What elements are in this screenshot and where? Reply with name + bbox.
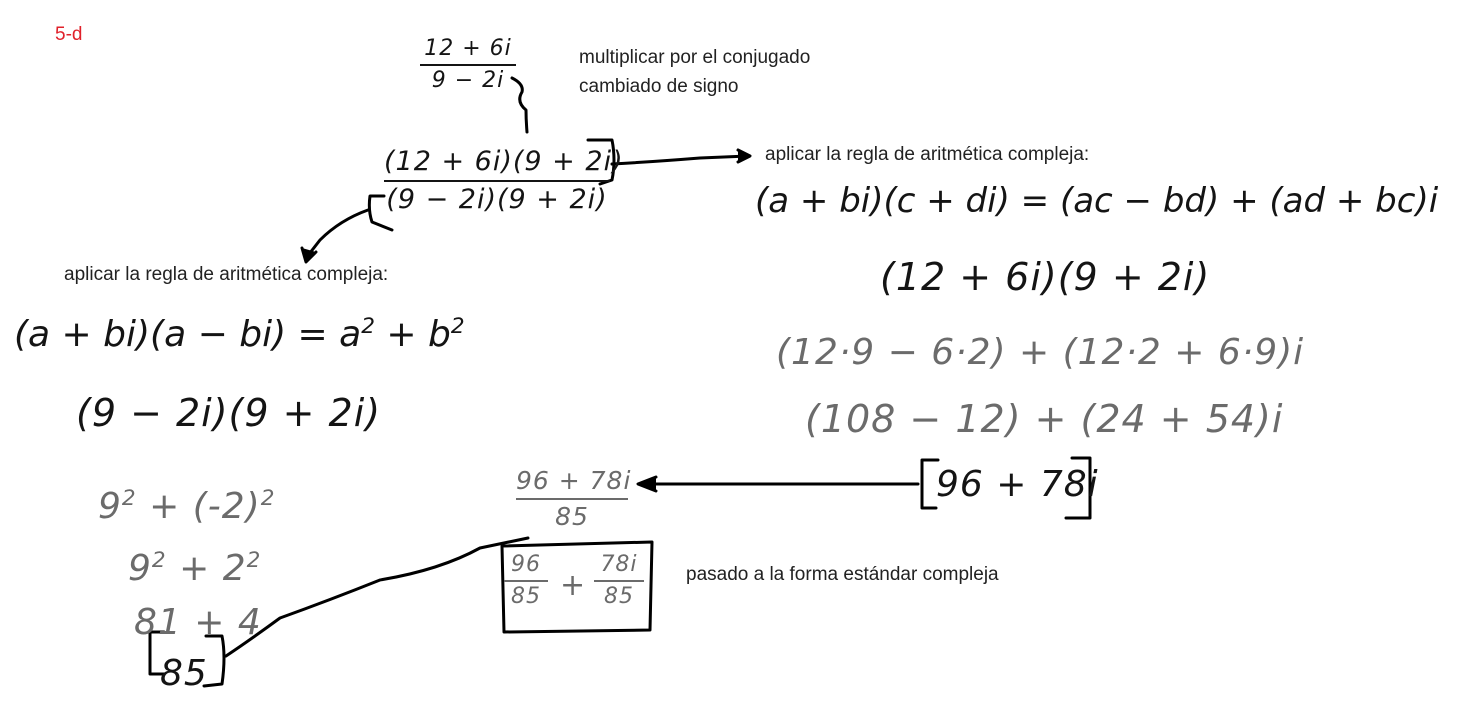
fraction-bar — [420, 64, 516, 66]
curve-arrow-down — [510, 76, 529, 134]
arrow-85-to-result — [224, 536, 530, 658]
result-fraction: 96 + 78i 85 — [516, 466, 632, 532]
standard-plus: + — [560, 568, 587, 603]
step-right-4: 96 + 78i — [936, 464, 1099, 505]
step-right-3: (108 − 12) + (24 + 54)i — [805, 397, 1284, 441]
step-left-2: 92 + (-2)2 — [98, 474, 275, 532]
bracket-numerator — [586, 138, 616, 186]
arrow-to-rule-left — [304, 208, 370, 260]
start-fraction: 12 + 6i 9 − 2i — [420, 36, 516, 94]
step-left-2-exp-a: 2 — [121, 486, 137, 511]
box-96-78i — [920, 456, 1092, 520]
arrowhead-result — [636, 475, 658, 493]
standard-imag-denominator: 85 — [604, 584, 634, 609]
box-standard-form — [500, 540, 654, 634]
bracket-denominator — [367, 194, 394, 232]
standard-imag-numerator: 78i — [600, 552, 638, 577]
standard-real-fraction: 96 85 — [504, 552, 548, 610]
result-numerator: 96 + 78i — [516, 466, 632, 495]
rule-label-right: aplicar la regla de aritmética compleja: — [765, 144, 1090, 165]
product-numerator: (12 + 6i)(9 + 2i) — [384, 146, 624, 177]
problem-tag: 5-d — [55, 24, 83, 45]
start-numerator: 12 + 6i — [424, 36, 512, 61]
standard-real-denominator: 85 — [511, 584, 541, 609]
note-standard-form: pasado a la forma estándar compleja — [686, 564, 999, 585]
result-denominator: 85 — [555, 502, 589, 531]
standard-real-numerator: 96 — [511, 552, 541, 577]
product-fraction: (12 + 6i)(9 + 2i) (9 − 2i)(9 + 2i) — [384, 146, 624, 216]
rule-left-plus-b: + b — [374, 314, 451, 355]
arrowhead-left — [300, 246, 318, 264]
step-left-3: 92 + 22 — [128, 536, 261, 594]
fraction-bar — [384, 180, 610, 182]
step-left-3-exp-b: 2 — [246, 548, 262, 573]
step-left-3-base-a: 9 — [128, 548, 152, 589]
box-85 — [148, 630, 226, 688]
step-left-2-exp-b: 2 — [260, 486, 276, 511]
step-left-3-exp-a: 2 — [151, 548, 167, 573]
step-left-5: 85 — [160, 653, 208, 694]
step-right-2: (12·9 − 6·2) + (12·2 + 6·9)i — [776, 332, 1305, 373]
fraction-bar — [504, 580, 548, 582]
step-left-4: 81 + 4 — [134, 602, 262, 643]
note-conjugate-line2: cambiado de signo — [579, 76, 739, 97]
rule-formula-left: (a + bi)(a − bi) = a2 + b2 — [14, 302, 465, 360]
arrow-to-rule-right — [610, 154, 750, 166]
rule-formula-right: (a + bi)(c + di) = (ac − bd) + (ad + bc)… — [755, 181, 1439, 221]
standard-imag-fraction: 78i 85 — [594, 552, 644, 610]
rule-left-exponent-b: 2 — [450, 314, 465, 339]
arrowhead-right — [736, 148, 752, 164]
step-left-2-base-a: 9 — [98, 486, 122, 527]
start-denominator: 9 − 2i — [431, 68, 505, 93]
rule-left-exponent-a: 2 — [361, 314, 375, 339]
product-denominator: (9 − 2i)(9 + 2i) — [386, 184, 608, 215]
fraction-bar — [516, 498, 628, 500]
step-right-1: (12 + 6i)(9 + 2i) — [880, 255, 1211, 299]
step-left-3-base-b: + 2 — [166, 548, 247, 589]
step-left-1: (9 − 2i)(9 + 2i) — [76, 391, 382, 435]
note-conjugate-line1: multiplicar por el conjugado — [579, 47, 811, 68]
fraction-bar — [594, 580, 644, 582]
rule-left-lhs: (a + bi)(a − bi) = a — [14, 314, 362, 355]
step-left-2-base-b: + (-2) — [136, 486, 261, 527]
rule-label-left: aplicar la regla de aritmética compleja: — [64, 264, 389, 285]
